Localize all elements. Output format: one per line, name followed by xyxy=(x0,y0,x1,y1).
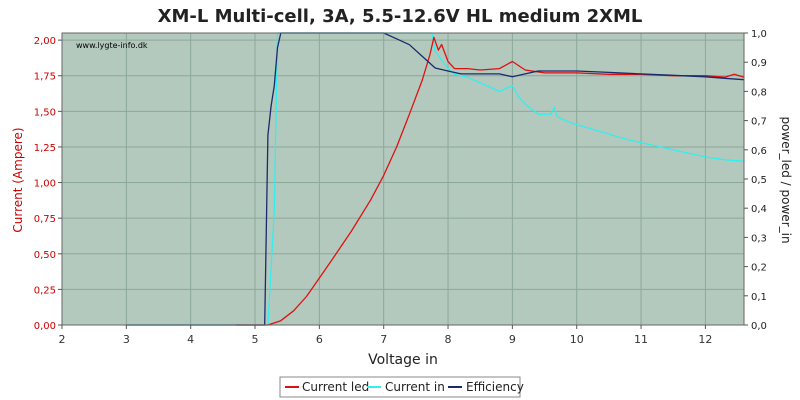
y-right-tick-label: 1,0 xyxy=(751,29,767,40)
series-line-efficiency xyxy=(126,32,745,326)
y-right-axis-title: power_led / power_in xyxy=(779,116,793,243)
x-tick-label: 12 xyxy=(698,333,712,346)
y-left-tick-label: 0,25 xyxy=(34,285,56,296)
y-right-tick-label: 0,6 xyxy=(751,146,767,157)
x-tick-label: 10 xyxy=(570,333,584,346)
series-layer xyxy=(126,32,745,326)
legend-label-current-led: Current led xyxy=(302,380,369,394)
y-left-tick-label: 1,75 xyxy=(34,72,56,83)
y-left-tick-label: 1,25 xyxy=(34,143,56,154)
x-axis-title: Voltage in xyxy=(368,352,438,368)
y-right-tick-label: 0,4 xyxy=(751,204,767,215)
y-right-tick-label: 0,3 xyxy=(751,233,767,244)
x-tick-label: 4 xyxy=(187,333,194,346)
x-tick-label: 9 xyxy=(509,333,516,346)
y-left-axis-title: Current (Ampere) xyxy=(11,127,25,232)
y-right-tick-label: 0,1 xyxy=(751,292,767,303)
y-right-tick-label: 0,2 xyxy=(751,263,767,274)
legend-box xyxy=(279,376,521,398)
x-tick-label: 11 xyxy=(634,333,648,346)
y-left-tick-label: 1,50 xyxy=(34,107,56,118)
legend-label-current-in: Current in xyxy=(385,380,445,394)
y-right-tick-label: 0,8 xyxy=(751,87,767,98)
plot-area xyxy=(62,33,744,325)
y-right-tick-label: 0,7 xyxy=(751,117,767,128)
grid xyxy=(62,33,744,325)
legend: Current led Current in Efficiency xyxy=(279,376,524,398)
y-right-tick-label: 0,5 xyxy=(751,175,767,186)
x-tick-label: 3 xyxy=(123,333,130,346)
y-left-tick-label: 1,00 xyxy=(34,179,56,190)
x-tick-label: 5 xyxy=(252,333,259,346)
y-left-tick-label: 0,50 xyxy=(34,250,56,261)
watermark: www.lygte-info.dk xyxy=(76,41,148,50)
y-left-tick-label: 0,00 xyxy=(34,321,56,332)
chart-title: XM-L Multi-cell, 3A, 5.5-12.6V HL medium… xyxy=(158,6,643,27)
x-tick-label: 7 xyxy=(380,333,387,346)
y-left-tick-label: 0,75 xyxy=(34,214,56,225)
y-left-tick-label: 2,00 xyxy=(34,36,56,47)
ticks: 2 3 4 5 6 7 8 9 10 11 12 0,00 0,25 0,50 0,75 1,00 1,25 1,… xyxy=(34,29,767,346)
y-right-tick-label: 0,9 xyxy=(751,58,767,69)
x-tick-label: 2 xyxy=(59,333,66,346)
legend-label-efficiency: Efficiency xyxy=(466,380,524,394)
y-right-tick-label: 0,0 xyxy=(751,321,767,332)
x-tick-label: 8 xyxy=(445,333,452,346)
x-tick-label: 6 xyxy=(316,333,323,346)
series-line-current-led xyxy=(235,36,745,326)
